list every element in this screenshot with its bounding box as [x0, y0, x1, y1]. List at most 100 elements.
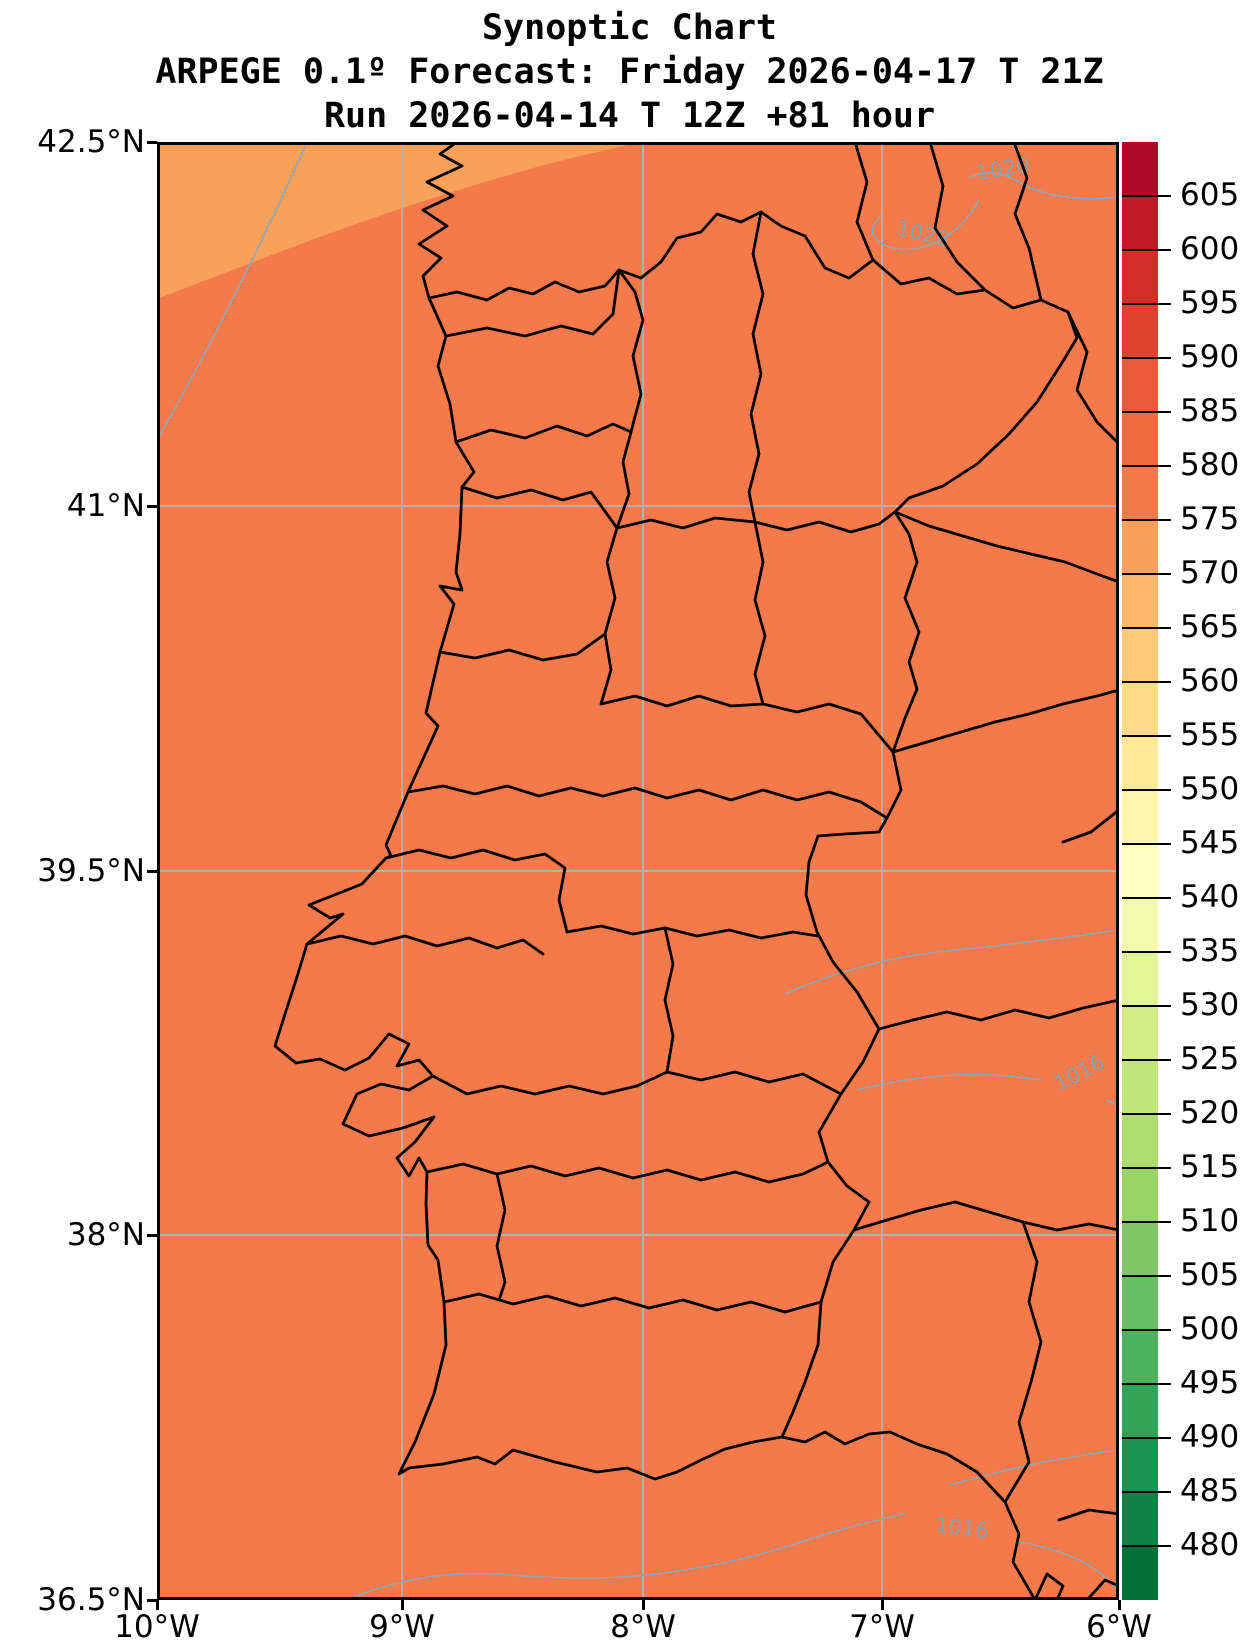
colorbar-tickmark-590: [1122, 357, 1171, 359]
colorbar-label-515: 515: [1180, 1149, 1240, 1185]
colorbar-tickmark-540: [1122, 897, 1171, 899]
colorbar-tickmark-555: [1122, 735, 1171, 737]
colorbar-tickmark-605: [1122, 195, 1171, 197]
admin-boundaries: [273, 142, 1119, 1600]
x-tick-label-2: 8°W: [610, 1609, 676, 1645]
colorbar-band-575: [1122, 466, 1158, 520]
colorbar-band-580: [1122, 412, 1158, 466]
colorbar-band-600: [1122, 196, 1158, 250]
isobar-1016-lowerright-a: [856, 1073, 1042, 1091]
coastline-path: [273, 142, 1119, 1600]
colorbar-band-565: [1122, 574, 1158, 628]
isobar-1020-topright-a: [968, 172, 1119, 200]
colorbar-tickmark-530: [1122, 1005, 1171, 1007]
colorbar-label-605: 605: [1180, 177, 1240, 213]
colorbar-label-540: 540: [1180, 879, 1240, 915]
x-tickmark-4: [1117, 1600, 1121, 1610]
colorbar-band-555: [1122, 682, 1158, 736]
isobar-1020-topright-b: [871, 199, 980, 251]
colorbar-band-505: [1122, 1222, 1158, 1276]
colorbar-label-535: 535: [1180, 933, 1240, 969]
colorbar-tickmark-490: [1122, 1437, 1171, 1439]
colorbar-tickmark-510: [1122, 1221, 1171, 1223]
colorbar-tickmark-535: [1122, 951, 1171, 953]
x-tickmark-1: [400, 1600, 404, 1610]
colorbar-band-525: [1122, 1006, 1158, 1060]
isobar-contours: [157, 142, 1119, 1600]
colorbar-tickmark-575: [1122, 519, 1171, 521]
colorbar-tickmark-565: [1122, 627, 1171, 629]
colorbar-band-530: [1122, 952, 1158, 1006]
colorbar-band-485: [1122, 1438, 1158, 1492]
colorbar-label-495: 495: [1180, 1365, 1240, 1401]
colorbar-tickmark-585: [1122, 411, 1171, 413]
y-tickmark-1: [147, 504, 157, 508]
colorbar-band-560: [1122, 628, 1158, 682]
colorbar-tickmark-560: [1122, 681, 1171, 683]
colorbar-tickmark-600: [1122, 249, 1171, 251]
x-tickmark-0: [155, 1600, 159, 1610]
colorbar-label-595: 595: [1180, 285, 1240, 321]
colorbar-band-515: [1122, 1114, 1158, 1168]
colorbar-label-560: 560: [1180, 663, 1240, 699]
colorbar-band-490: [1122, 1384, 1158, 1438]
colorbar-label-480: 480: [1180, 1527, 1240, 1563]
colorbar-label-500: 500: [1180, 1311, 1240, 1347]
colorbar-tickmark-525: [1122, 1059, 1171, 1061]
province-boundaries-spain: [852, 142, 1119, 1522]
colorbar-tickmark-495: [1122, 1383, 1171, 1385]
colorbar-band-520: [1122, 1060, 1158, 1114]
colorbar-band-605: [1122, 142, 1158, 196]
map-frame: [157, 142, 1119, 1600]
x-tickmark-3: [880, 1600, 884, 1610]
y-tick-label-4: 36.5°N: [37, 1582, 145, 1618]
colorbar: [1122, 142, 1158, 1600]
district-boundaries-north: [444, 210, 897, 534]
y-tickmark-4: [147, 1598, 157, 1602]
y-tickmark-2: [147, 869, 157, 873]
colorbar-tickmark-500: [1122, 1329, 1171, 1331]
x-tick-label-1: 9°W: [369, 1609, 435, 1645]
colorbar-label-590: 590: [1180, 339, 1240, 375]
isobar-1020-topleft: [157, 142, 308, 441]
colorbar-band-595: [1122, 250, 1158, 304]
y-tickmark-3: [147, 1233, 157, 1237]
chart-subtitle-run: Run 2026-04-14 T 12Z +81 hour: [323, 96, 936, 136]
colorbar-label-565: 565: [1180, 609, 1240, 645]
colorbar-band-585: [1122, 358, 1158, 412]
colorbar-label-580: 580: [1180, 447, 1240, 483]
x-tickmark-2: [641, 1600, 645, 1610]
colorbar-label-530: 530: [1180, 987, 1240, 1023]
colorbar-label-575: 575: [1180, 501, 1240, 537]
x-tick-label-4: 6°W: [1086, 1609, 1152, 1645]
colorbar-label-490: 490: [1180, 1419, 1240, 1455]
colorbar-band-540: [1122, 844, 1158, 898]
colorbar-band-495: [1122, 1330, 1158, 1384]
colorbar-label-600: 600: [1180, 231, 1240, 267]
y-tickmark-0: [147, 140, 157, 144]
colorbar-tickmark-570: [1122, 573, 1171, 575]
y-tick-label-0: 42.5°N: [37, 124, 145, 160]
colorbar-tickmark-505: [1122, 1275, 1171, 1277]
colorbar-band-590: [1122, 304, 1158, 358]
colorbar-band-510: [1122, 1168, 1158, 1222]
chart-subtitle-forecast: ARPEGE 0.1º Forecast: Friday 2026-04-17 …: [155, 52, 1104, 92]
isobar-1016-bottom-c: [949, 1449, 1119, 1486]
colorbar-label-555: 555: [1180, 717, 1240, 753]
colorbar-label-505: 505: [1180, 1257, 1240, 1293]
colorbar-band-480: [1122, 1492, 1158, 1546]
colorbar-tickmark-595: [1122, 303, 1171, 305]
x-tick-label-3: 7°W: [849, 1609, 915, 1645]
colorbar-tickmark-515: [1122, 1167, 1171, 1169]
colorbar-label-550: 550: [1180, 771, 1240, 807]
colorbar-band-475: [1122, 1546, 1158, 1600]
district-boundaries-south: [425, 926, 843, 1314]
colorbar-label-545: 545: [1180, 825, 1240, 861]
colorbar-tickmark-485: [1122, 1491, 1171, 1493]
colorbar-band-570: [1122, 520, 1158, 574]
colorbar-label-570: 570: [1180, 555, 1240, 591]
colorbar-tickmark-545: [1122, 843, 1171, 845]
colorbar-label-485: 485: [1180, 1473, 1240, 1509]
chart-title: Synoptic Chart: [481, 8, 777, 48]
